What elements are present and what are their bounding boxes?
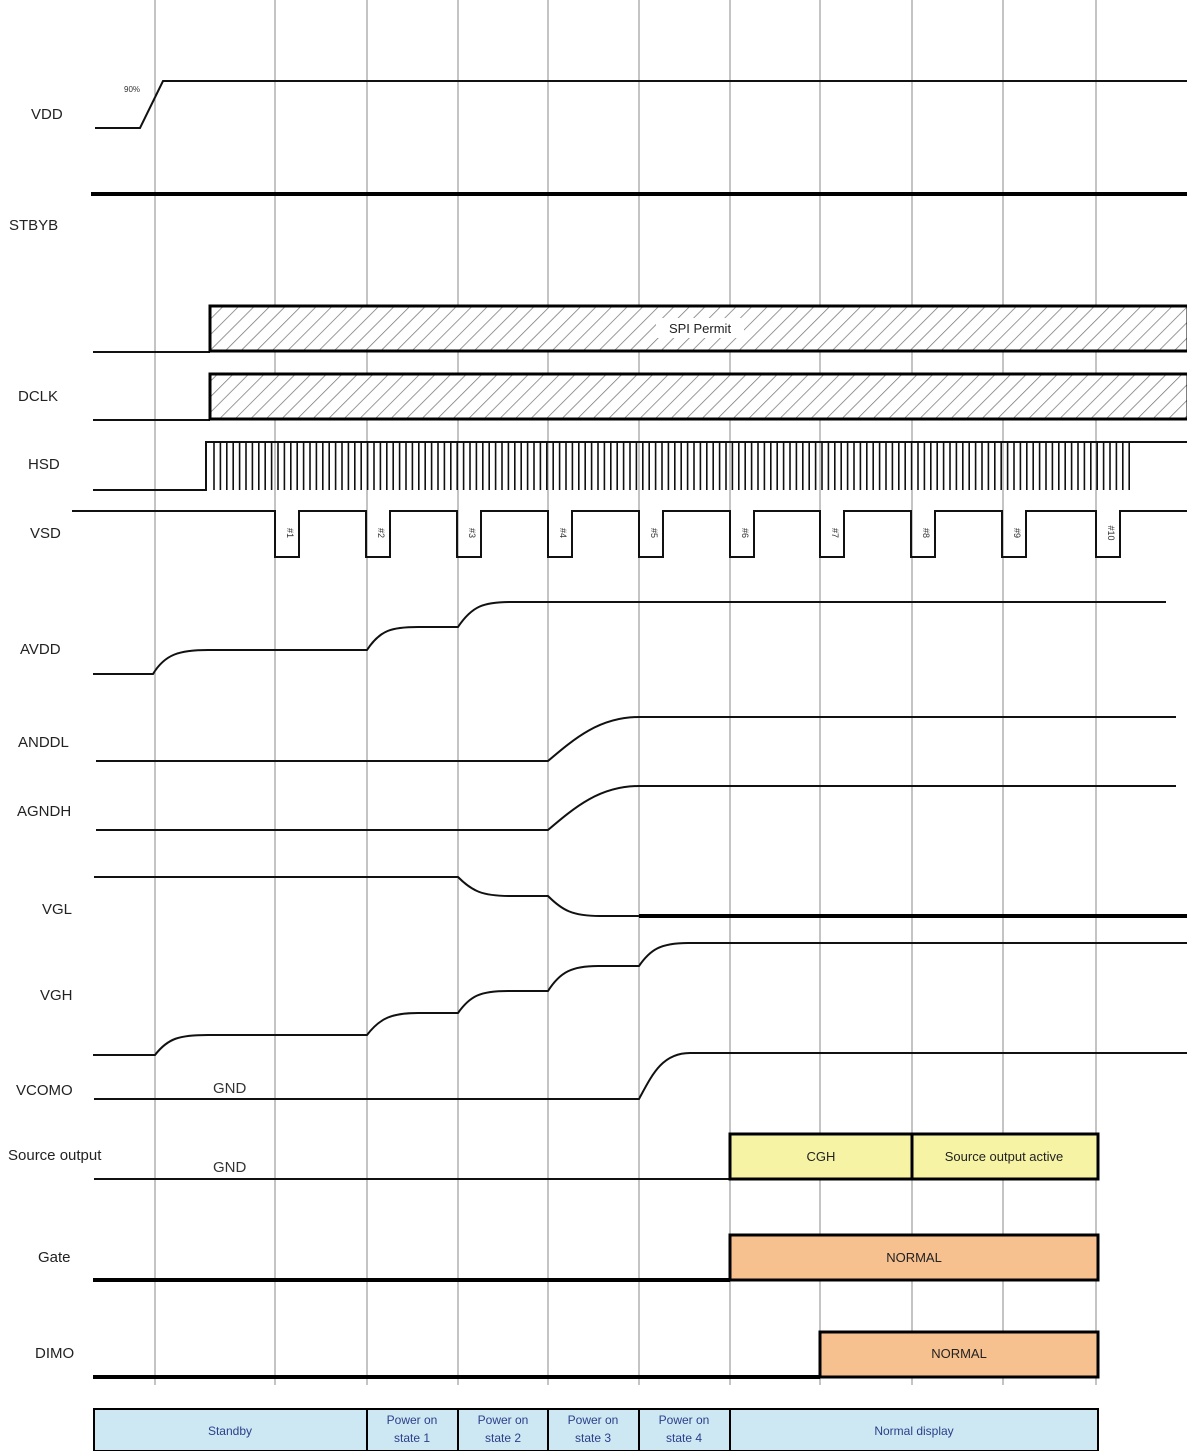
spi-waveform: SPI Permit — [93, 304, 1187, 353]
label-stbyb: STBYB — [9, 217, 58, 234]
vsd-frame-number: #7 — [830, 528, 840, 538]
avdd-trace — [93, 601, 1166, 675]
gate-normal-box — [728, 1233, 1100, 1282]
dimo-waveform: NORMAL — [93, 1330, 1100, 1379]
vsd-frame-number: #9 — [1012, 528, 1022, 538]
vdd-trace — [95, 80, 1187, 129]
vsd-frame-number: #8 — [921, 528, 931, 538]
vgh-trace — [93, 942, 1187, 1056]
vcomo-waveform: GND — [94, 1052, 1187, 1100]
label-vdd: VDD — [31, 106, 63, 123]
state-label: Power on — [387, 1413, 438, 1427]
anddl-trace — [96, 716, 1176, 762]
vsd-frame-number: #4 — [558, 528, 568, 538]
gate-normal-label: NORMAL — [886, 1250, 942, 1265]
vsd-frame-number: #1 — [285, 528, 295, 538]
state-label: Standby — [208, 1424, 252, 1438]
gate-waveform: NORMAL — [93, 1233, 1100, 1282]
dclk-clock-region — [208, 372, 1187, 421]
label-anddl: ANDDL — [18, 734, 69, 751]
hsd-waveform — [93, 441, 1187, 491]
source-active-label: Source output active — [945, 1149, 1064, 1164]
label-dclk: DCLK — [18, 388, 58, 405]
label-vgh: VGH — [40, 987, 73, 1004]
spi-permit-label: SPI Permit — [669, 321, 732, 336]
state-sublabel: state 2 — [485, 1431, 521, 1445]
state-power-on-4 — [638, 1408, 731, 1451]
state-normal-display — [729, 1408, 1099, 1451]
state-label: Normal display — [874, 1424, 953, 1438]
label-vgl: VGL — [42, 901, 72, 918]
source-output-waveform: GND CGH Source output active — [94, 1132, 1100, 1181]
dimo-normal-label: NORMAL — [931, 1346, 987, 1361]
state-sublabel: state 3 — [575, 1431, 611, 1445]
label-avdd: AVDD — [20, 641, 61, 658]
source-cgh-label: CGH — [807, 1149, 836, 1164]
state-sublabel: state 4 — [666, 1431, 702, 1445]
vcomo-gnd-label: GND — [213, 1080, 247, 1097]
spi-label-bg — [656, 318, 744, 338]
label-agndh: AGNDH — [17, 803, 71, 820]
label-vcomo: VCOMO — [16, 1082, 73, 1099]
state-power-on-2 — [457, 1408, 549, 1451]
state-label: Power on — [568, 1413, 619, 1427]
label-source-output: Source output — [8, 1147, 102, 1164]
vdd-waveform: 90% — [95, 80, 1187, 129]
label-vsd: VSD — [30, 525, 61, 542]
dimo-normal-box — [818, 1330, 1100, 1379]
vsd-frame-number: #2 — [376, 528, 386, 538]
vsd-frame-number: #6 — [740, 528, 750, 538]
source-active-box — [910, 1132, 1100, 1181]
state-label: Power on — [478, 1413, 529, 1427]
vsd-frame-number: #10 — [1106, 525, 1116, 540]
vdd-threshold-label: 90% — [124, 85, 140, 94]
source-cgh-box — [728, 1132, 914, 1181]
label-gate: Gate — [38, 1249, 71, 1266]
state-bar: Standby Power on state 1 Power on state … — [93, 1408, 1099, 1451]
vgl-trace-a — [94, 876, 639, 917]
source-gnd-label: GND — [213, 1159, 247, 1176]
hsd-pulse-train — [213, 442, 1130, 490]
agndh-trace — [96, 785, 1176, 831]
vsd-trace — [72, 510, 1187, 558]
hsd-trace — [93, 441, 1187, 491]
dclk-waveform — [93, 372, 1187, 421]
state-sublabel: state 1 — [394, 1431, 430, 1445]
label-hsd: HSD — [28, 456, 60, 473]
vsd-waveform: #1 #2 #3 #4 #5 #6 #7 #8 #9 #10 — [72, 510, 1187, 558]
vsd-frame-number: #3 — [467, 528, 477, 538]
vsd-frame-numbers: #1 #2 #3 #4 #5 #6 #7 #8 #9 #10 — [285, 525, 1116, 540]
vcomo-trace — [94, 1052, 1187, 1100]
vsd-frame-number: #5 — [649, 528, 659, 538]
state-label: Power on — [659, 1413, 710, 1427]
state-power-on-1 — [366, 1408, 459, 1451]
label-dimo: DIMO — [35, 1345, 74, 1362]
